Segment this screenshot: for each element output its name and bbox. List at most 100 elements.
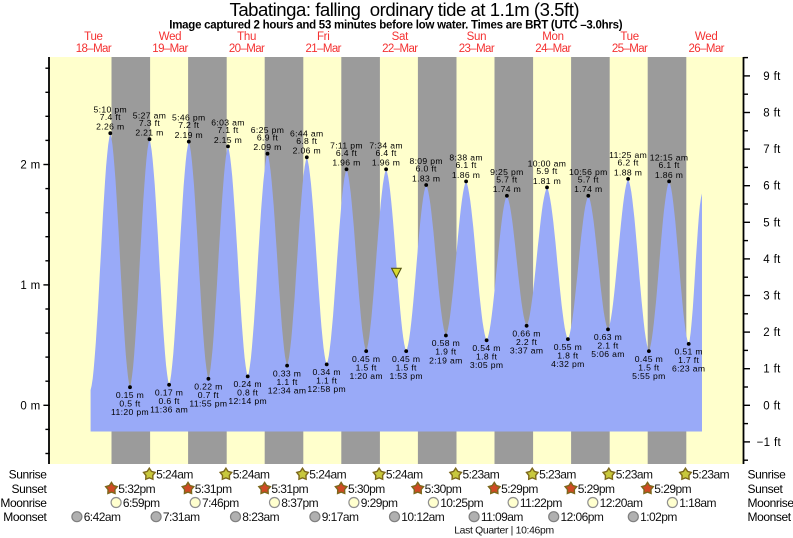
svg-text:12:06pm: 12:06pm (561, 510, 604, 524)
svg-text:7:11 pm: 7:11 pm (330, 140, 363, 150)
svg-text:0.33 m: 0.33 m (273, 368, 301, 378)
svg-text:5:24am: 5:24am (156, 468, 193, 482)
svg-text:0.45 m: 0.45 m (392, 354, 420, 364)
svg-text:0.15 m: 0.15 m (116, 390, 144, 400)
svg-text:6:23 am: 6:23 am (672, 364, 706, 374)
svg-text:6.9 ft: 6.9 ft (257, 132, 278, 142)
svg-text:12:20am: 12:20am (600, 496, 643, 510)
svg-text:Sunset: Sunset (748, 482, 784, 496)
svg-text:1.1 ft: 1.1 ft (316, 376, 337, 386)
svg-text:8:37pm: 8:37pm (281, 496, 318, 510)
svg-text:Tue: Tue (84, 31, 103, 43)
svg-text:5:31pm: 5:31pm (195, 482, 232, 496)
svg-text:12:58 pm: 12:58 pm (307, 384, 346, 394)
svg-text:0.24 m: 0.24 m (234, 379, 262, 389)
svg-text:0 ft: 0 ft (763, 400, 781, 412)
svg-text:3 ft: 3 ft (763, 291, 781, 303)
svg-text:5:30pm: 5:30pm (348, 482, 385, 496)
svg-text:5:29pm: 5:29pm (654, 482, 691, 496)
svg-text:Sun: Sun (467, 31, 487, 43)
svg-text:1.81 m: 1.81 m (533, 176, 561, 186)
svg-text:9:17am: 9:17am (322, 510, 359, 524)
svg-text:4 ft: 4 ft (763, 254, 781, 266)
svg-text:5.9 ft: 5.9 ft (536, 166, 557, 176)
svg-text:1.96 m: 1.96 m (372, 158, 400, 168)
svg-text:1 ft: 1 ft (763, 364, 781, 376)
svg-text:Tabatinga: falling ordinary t: Tabatinga: falling ordinary tide at 1.1m… (230, 0, 580, 20)
svg-text:6:44 am: 6:44 am (290, 128, 324, 138)
svg-text:Tue: Tue (620, 31, 639, 43)
svg-text:1:18am: 1:18am (679, 496, 716, 510)
svg-text:1.7 ft: 1.7 ft (678, 355, 699, 365)
svg-text:1.8 ft: 1.8 ft (476, 352, 497, 362)
svg-text:0.58 m: 0.58 m (432, 338, 460, 348)
svg-text:0.55 m: 0.55 m (554, 342, 582, 352)
svg-text:4:32 pm: 4:32 pm (551, 359, 585, 369)
svg-text:7:46pm: 7:46pm (202, 496, 239, 510)
svg-text:10:00 am: 10:00 am (528, 159, 567, 169)
svg-text:5.7 ft: 5.7 ft (496, 174, 517, 184)
svg-text:Moonset: Moonset (3, 510, 47, 524)
svg-text:1.86 m: 1.86 m (655, 170, 683, 180)
svg-text:3:37 am: 3:37 am (510, 346, 544, 356)
svg-text:2.21 m: 2.21 m (135, 128, 163, 138)
svg-text:2 ft: 2 ft (763, 327, 781, 339)
svg-text:5:30pm: 5:30pm (425, 482, 462, 496)
svg-text:1.83 m: 1.83 m (412, 173, 440, 183)
svg-text:6.2 ft: 6.2 ft (617, 158, 638, 168)
svg-text:10:56 pm: 10:56 pm (569, 167, 608, 177)
svg-text:2.26 m: 2.26 m (96, 122, 124, 132)
svg-text:1.88 m: 1.88 m (614, 167, 642, 177)
svg-text:2.06 m: 2.06 m (293, 146, 321, 156)
svg-text:10:12am: 10:12am (401, 510, 444, 524)
svg-text:Wed: Wed (159, 31, 182, 43)
svg-text:0.66 m: 0.66 m (512, 329, 540, 339)
svg-text:23–Mar: 23–Mar (459, 43, 495, 55)
svg-text:Fri: Fri (317, 31, 330, 43)
svg-text:1.5 ft: 1.5 ft (396, 362, 417, 372)
svg-text:21–Mar: 21–Mar (305, 43, 341, 55)
svg-text:6:03 am: 6:03 am (211, 118, 245, 128)
svg-text:6.1 ft: 6.1 ft (658, 160, 679, 170)
svg-text:7:31am: 7:31am (163, 510, 200, 524)
svg-text:Sat: Sat (392, 31, 409, 43)
svg-text:10:25pm: 10:25pm (440, 496, 483, 510)
svg-text:22–Mar: 22–Mar (382, 43, 418, 55)
svg-text:Sunrise: Sunrise (748, 468, 787, 482)
svg-text:1:53 pm: 1:53 pm (389, 371, 423, 381)
svg-text:1.1 ft: 1.1 ft (276, 377, 297, 387)
svg-text:11:22pm: 11:22pm (520, 496, 563, 510)
svg-text:2.2 ft: 2.2 ft (516, 337, 537, 347)
svg-text:Moonrise: Moonrise (0, 496, 47, 510)
svg-text:0.45 m: 0.45 m (635, 354, 663, 364)
svg-text:1:20 am: 1:20 am (349, 371, 383, 381)
svg-text:1.5 ft: 1.5 ft (638, 362, 659, 372)
svg-text:0.8 ft: 0.8 ft (237, 388, 258, 398)
svg-text:5:23am: 5:23am (463, 468, 500, 482)
svg-text:1:02pm: 1:02pm (640, 510, 677, 524)
svg-text:6.1 ft: 6.1 ft (455, 160, 476, 170)
svg-text:24–Mar: 24–Mar (535, 43, 571, 55)
svg-text:0.54 m: 0.54 m (472, 343, 500, 353)
svg-text:5:24am: 5:24am (233, 468, 270, 482)
svg-text:1.86 m: 1.86 m (452, 170, 480, 180)
svg-text:12:15 am: 12:15 am (650, 153, 689, 163)
svg-text:2.15 m: 2.15 m (214, 135, 242, 145)
svg-text:5:23am: 5:23am (539, 468, 576, 482)
svg-text:5.7 ft: 5.7 ft (578, 174, 599, 184)
svg-text:6:42am: 6:42am (84, 510, 121, 524)
svg-text:0.34 m: 0.34 m (313, 367, 341, 377)
svg-text:1.9 ft: 1.9 ft (435, 347, 456, 357)
svg-text:11:36 am: 11:36 am (150, 405, 188, 415)
svg-text:0.7 ft: 0.7 ft (198, 390, 219, 400)
svg-text:0.51 m: 0.51 m (675, 347, 703, 357)
svg-text:11:55 pm: 11:55 pm (189, 399, 227, 409)
svg-text:6.0 ft: 6.0 ft (416, 164, 437, 174)
svg-text:Wed: Wed (695, 31, 718, 43)
svg-text:5:06 am: 5:06 am (591, 349, 625, 359)
svg-text:7 ft: 7 ft (763, 144, 781, 156)
svg-text:1.74 m: 1.74 m (493, 184, 521, 194)
svg-text:20–Mar: 20–Mar (229, 43, 265, 55)
svg-text:5:29pm: 5:29pm (501, 482, 538, 496)
svg-text:5:23am: 5:23am (616, 468, 653, 482)
